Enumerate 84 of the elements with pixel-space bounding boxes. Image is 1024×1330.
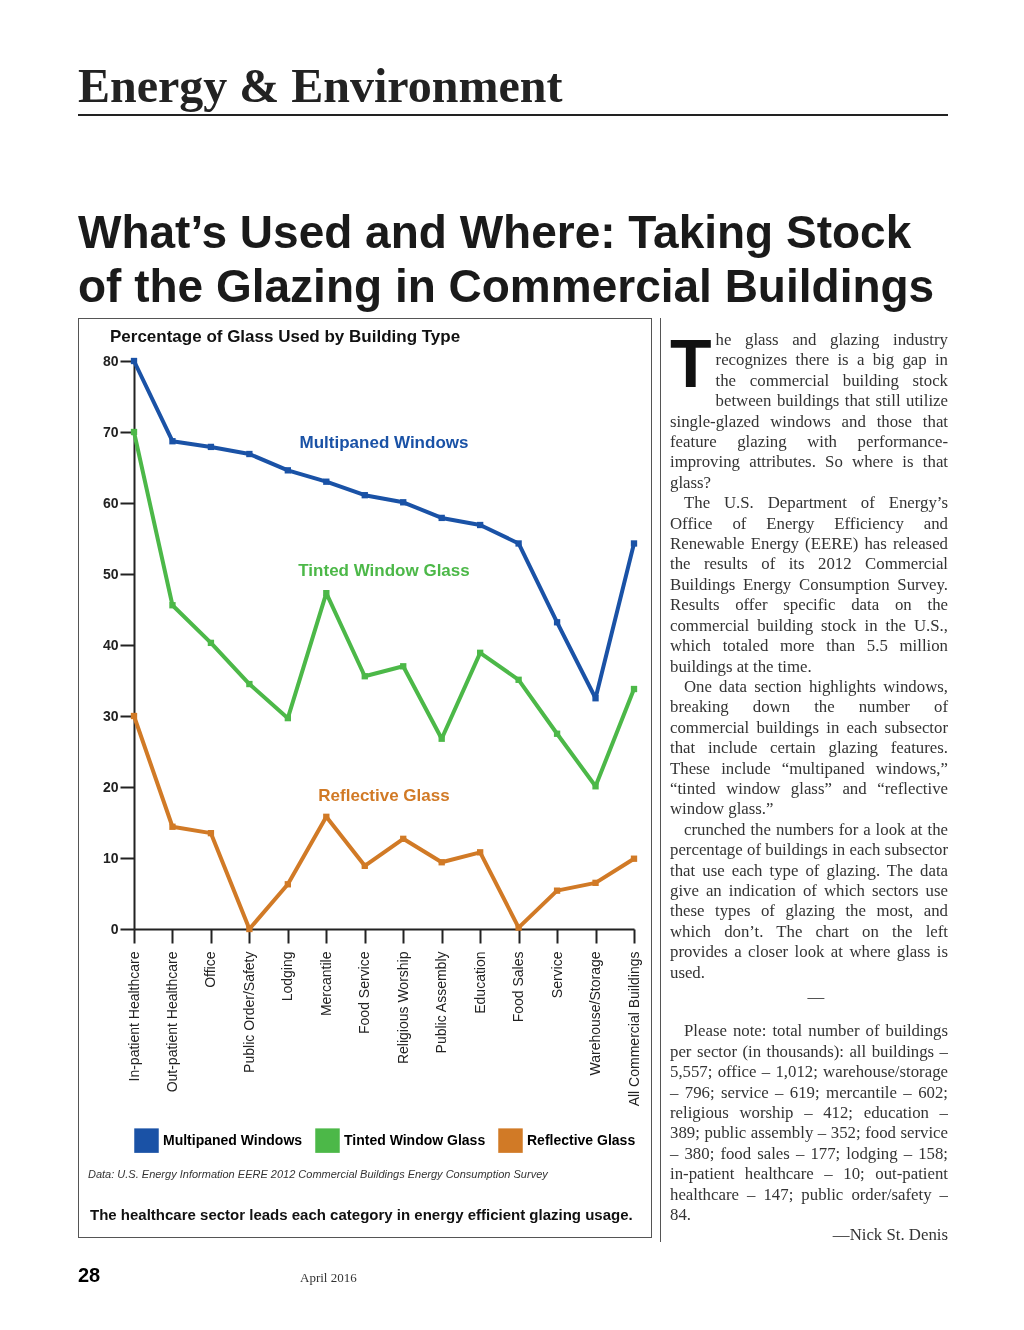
- y-tick-label: 70: [102, 423, 119, 440]
- chart-subtitle: Percentage of Glass Used by Building Type: [110, 327, 461, 346]
- point: [438, 514, 445, 522]
- legend-label: Multipaned Windows: [163, 1131, 303, 1148]
- text: —Nick St. Denis: [831, 1225, 948, 1246]
- point: [592, 879, 599, 887]
- text: One data section highlights windows, breaking down the number of commercial buildings in each subsector that include certain glazing features. These include “multipaned windows,” “tinted window glass” and “reflective window glass.”: [670, 676, 948, 820]
- y-tick-label: 60: [102, 494, 119, 511]
- point: [169, 438, 176, 445]
- point: [130, 428, 138, 436]
- point: [323, 813, 330, 820]
- x-tick-label: Service: [548, 951, 565, 999]
- point: [323, 590, 330, 597]
- text: Data: U.S. Energy Information EERE 2012 Commercial Buildings Energy Consumption Survey: [88, 1168, 548, 1180]
- y-tick-label: 40: [102, 636, 119, 653]
- point: [323, 478, 330, 485]
- point: [246, 925, 253, 933]
- point: [284, 467, 292, 474]
- point: [553, 619, 561, 626]
- x-tick-label: Warehouse/Storage: [587, 951, 604, 1076]
- x-tick-label: Education: [471, 951, 488, 1014]
- y-tick-label: 50: [102, 565, 119, 582]
- point: [553, 730, 561, 737]
- point: [130, 357, 138, 365]
- point: [515, 676, 522, 683]
- point: [207, 639, 215, 647]
- x-tick-label: Out-patient Healthcare: [163, 951, 180, 1093]
- point: [361, 492, 368, 499]
- chart-title: What’s Used and Where: Taking Stock of the Glazing in Commercial Buildings: [78, 205, 936, 313]
- point: [400, 663, 407, 670]
- point: [515, 540, 522, 547]
- point: [476, 521, 484, 529]
- point: [361, 862, 368, 869]
- point: [361, 673, 368, 680]
- text: Energy & Environment: [78, 58, 948, 116]
- y-tick-label: 80: [102, 352, 119, 369]
- point: [246, 450, 253, 458]
- x-tick-label: Public Order/Safety: [240, 951, 257, 1073]
- point: [476, 649, 484, 656]
- y-tick-label: 10: [102, 849, 119, 866]
- point: [207, 829, 215, 837]
- legend-label: Tinted Window Glass: [344, 1131, 486, 1148]
- text: Tinted Window Glass: [298, 561, 470, 580]
- x-tick-label: Food Service: [356, 951, 373, 1034]
- point: [400, 835, 407, 842]
- point: [400, 499, 407, 506]
- point: [284, 714, 292, 722]
- x-tick-label: All Commercial Buildings: [625, 951, 642, 1107]
- point: [515, 924, 522, 931]
- y-tick-label: 0: [110, 920, 119, 937]
- point: [553, 887, 561, 894]
- y-tick-label: 20: [102, 778, 119, 795]
- x-tick-label: Lodging: [279, 951, 296, 1002]
- legend-label: Reflective Glass: [527, 1131, 636, 1148]
- point: [630, 540, 638, 547]
- text: crunched the numbers for a look at the percentage of buildings in each subsector that use each type of glazing. The data give an indication of which sectors use these types of glazing the most, and which don’t. The chart on the left provides a closer look at where glass is used.: [670, 819, 948, 983]
- point: [630, 685, 638, 693]
- text: Reflective Glass: [318, 786, 450, 805]
- text: The healthcare sector leads each category in energy efficient glazing usage.: [90, 1206, 633, 1223]
- x-tick-label: Religious Worship: [394, 951, 411, 1065]
- point: [169, 823, 176, 830]
- text: Please note: total number of buildings per sector (in thousands): all buildings – 5,557; office – 1,012; warehouse/storage – 796; service – 619; mercantile – 602; religious worship – 412; education – 389; public assembly – 352; food service – 380; food sales – 177; lodging – 158; in-patient healthcare – 10; out-patient healthcare – 147; public order/safety – 84.: [670, 1021, 948, 1225]
- text: The U.S. Department of Energy’s Office of Energy Efficiency and Renewable Energy (EERE) has released the results of its 2012 Commercial Buildings Energy Consumption Survey. Results offer specific data on the commercial building stock in the U.S., which totaled more than 5.5 million buildings at the time.: [670, 493, 948, 676]
- x-tick-label: In-patient Healthcare: [125, 951, 142, 1082]
- text: —: [806, 987, 826, 1008]
- point: [438, 859, 445, 866]
- point: [246, 680, 253, 688]
- text: Multipaned Windows: [299, 433, 469, 452]
- x-tick-label: Public Assembly: [433, 951, 450, 1054]
- text: 28: [78, 1264, 101, 1287]
- point: [207, 443, 215, 451]
- y-tick-label: 30: [102, 707, 119, 724]
- point: [630, 855, 638, 862]
- point: [476, 849, 484, 856]
- text: April 2016: [300, 1270, 357, 1286]
- x-tick-label: Office: [202, 951, 219, 988]
- point: [592, 783, 599, 790]
- x-tick-label: Mercantile: [317, 951, 334, 1017]
- point: [130, 712, 138, 720]
- point: [438, 735, 445, 742]
- point: [169, 602, 176, 609]
- point: [284, 881, 292, 888]
- x-tick-label: Food Sales: [510, 951, 527, 1023]
- point: [592, 695, 599, 702]
